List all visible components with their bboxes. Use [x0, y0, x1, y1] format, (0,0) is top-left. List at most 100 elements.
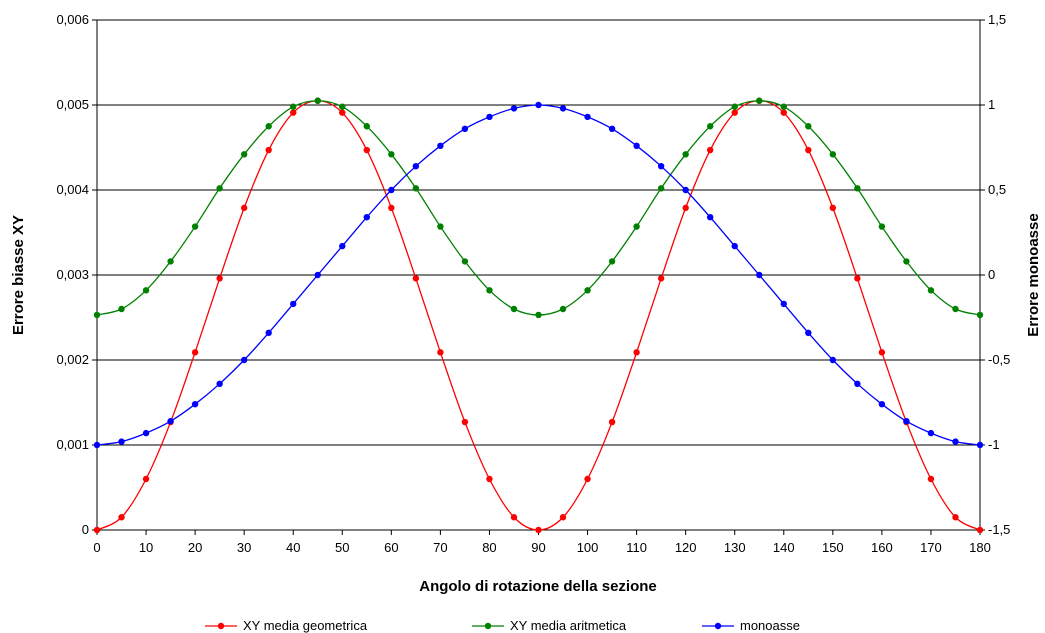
data-point-monoasse: [854, 380, 861, 387]
right-y-tick-label: 1: [988, 97, 995, 112]
data-point-monoasse: [142, 429, 150, 437]
right-y-tick-label: -0,5: [988, 352, 1010, 367]
x-tick-label: 100: [577, 540, 599, 555]
data-point-xy-media-geometrica: [559, 514, 567, 521]
right-y-axis-ticks: -1,5 -1 -0,5 0 0,5 1 1,5: [980, 12, 1010, 537]
data-point-xy-media-aritmetica: [706, 123, 714, 130]
data-point-xy-media-geometrica: [584, 475, 591, 483]
x-tick-label: 170: [920, 540, 942, 555]
data-point-xy-media-aritmetica: [486, 287, 493, 294]
data-point-monoasse: [363, 214, 371, 221]
data-point-xy-media-geometrica: [805, 146, 812, 154]
data-point-monoasse: [412, 163, 420, 170]
data-point-monoasse: [903, 418, 910, 425]
data-point-xy-media-aritmetica: [805, 123, 812, 130]
data-point-xy-media-aritmetica: [388, 151, 395, 158]
data-point-monoasse: [93, 441, 101, 449]
x-tick-label: 0: [93, 540, 100, 555]
x-tick-label: 60: [384, 540, 398, 555]
right-y-tick-label: 1,5: [988, 12, 1006, 27]
data-point-monoasse: [780, 300, 787, 308]
x-tick-label: 40: [286, 540, 300, 555]
legend: XY media geometrica XY media aritmetica mo…: [205, 618, 800, 633]
x-tick-label: 80: [482, 540, 496, 555]
series-group: [93, 97, 984, 534]
data-point-monoasse: [191, 401, 199, 408]
data-point-monoasse: [510, 105, 518, 112]
data-point-xy-media-geometrica: [952, 514, 959, 521]
data-point-xy-media-geometrica: [191, 349, 199, 356]
data-point-xy-media-aritmetica: [142, 287, 150, 294]
data-point-xy-media-aritmetica: [657, 185, 665, 192]
data-point-xy-media-aritmetica: [93, 311, 101, 319]
data-point-monoasse: [976, 441, 984, 449]
data-point-xy-media-geometrica: [363, 146, 371, 154]
data-point-xy-media-geometrica: [388, 204, 395, 212]
series-monoasse: [93, 101, 984, 449]
data-point-xy-media-aritmetica: [412, 185, 420, 192]
x-axis-title: Angolo di rotazione della sezione: [419, 578, 657, 595]
data-point-monoasse: [265, 329, 272, 336]
data-point-xy-media-aritmetica: [510, 305, 518, 313]
x-tick-label: 20: [188, 540, 202, 555]
data-point-xy-media-geometrica: [486, 475, 493, 483]
data-point-xy-media-geometrica: [339, 109, 346, 116]
data-point-xy-media-geometrica: [118, 514, 125, 521]
x-tick-label: 120: [675, 540, 697, 555]
data-point-xy-media-geometrica: [240, 204, 248, 212]
data-point-monoasse: [829, 356, 837, 364]
data-point-xy-media-geometrica: [878, 349, 886, 356]
data-point-xy-media-aritmetica: [682, 151, 689, 158]
data-point-xy-media-aritmetica: [731, 103, 738, 110]
data-point-xy-media-geometrica: [608, 418, 616, 426]
data-point-monoasse: [339, 242, 346, 250]
right-y-tick-label: 0: [988, 267, 995, 282]
data-point-xy-media-geometrica: [633, 349, 640, 356]
x-tick-label: 50: [335, 540, 349, 555]
data-point-xy-media-aritmetica: [829, 151, 837, 158]
legend-label: XY media aritmetica: [510, 618, 627, 633]
data-point-xy-media-aritmetica: [535, 311, 542, 319]
data-point-monoasse: [486, 113, 493, 121]
data-point-xy-media-geometrica: [854, 275, 861, 282]
data-point-xy-media-geometrica: [265, 146, 272, 154]
left-y-tick-label: 0,005: [56, 97, 89, 112]
legend-item-xy-media-aritmetica: XY media aritmetica: [472, 618, 627, 633]
data-point-xy-media-aritmetica: [976, 311, 984, 319]
data-point-xy-media-aritmetica: [216, 185, 223, 192]
series-xy-media-geometrica: [93, 97, 984, 534]
data-point-xy-media-geometrica: [706, 146, 714, 154]
data-point-xy-media-geometrica: [510, 514, 518, 521]
data-point-xy-media-aritmetica: [780, 103, 787, 110]
data-point-monoasse: [584, 113, 591, 121]
data-point-monoasse: [559, 105, 567, 112]
x-tick-label: 10: [139, 540, 153, 555]
right-y-axis-title: Errore monoasse: [1025, 213, 1042, 336]
data-point-xy-media-aritmetica: [584, 287, 591, 294]
data-point-xy-media-aritmetica: [118, 305, 125, 313]
data-point-xy-media-aritmetica: [633, 223, 640, 230]
x-tick-label: 130: [724, 540, 746, 555]
data-point-monoasse: [461, 125, 469, 132]
left-y-axis-title: Errore biasse XY: [10, 215, 27, 335]
left-y-tick-label: 0,004: [56, 182, 89, 197]
data-point-monoasse: [290, 300, 297, 308]
data-point-monoasse: [535, 101, 542, 109]
legend-swatch-marker: [217, 622, 225, 630]
data-point-monoasse: [756, 271, 763, 279]
data-point-monoasse: [437, 142, 444, 149]
x-tick-label: 140: [773, 540, 795, 555]
data-point-xy-media-geometrica: [657, 275, 665, 282]
data-point-monoasse: [240, 356, 248, 364]
data-point-xy-media-aritmetica: [878, 223, 886, 230]
data-point-monoasse: [706, 214, 714, 221]
data-point-xy-media-aritmetica: [927, 287, 935, 294]
data-point-xy-media-geometrica: [780, 109, 787, 116]
data-point-xy-media-geometrica: [290, 109, 297, 116]
left-y-tick-label: 0,003: [56, 267, 89, 282]
x-tick-label: 110: [626, 540, 647, 555]
data-point-xy-media-aritmetica: [314, 97, 321, 104]
data-point-monoasse: [608, 125, 616, 132]
left-y-tick-label: 0,001: [56, 437, 89, 452]
left-y-tick-label: 0,002: [56, 352, 89, 367]
